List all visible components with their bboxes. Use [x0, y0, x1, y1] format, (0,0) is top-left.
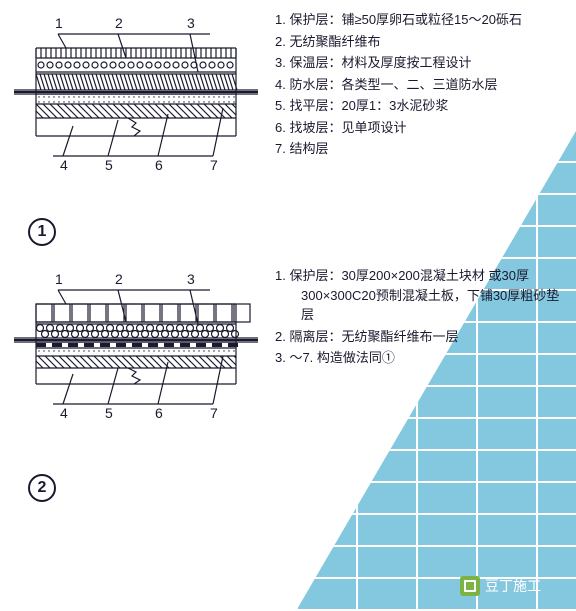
svg-text:5: 5	[105, 157, 113, 173]
svg-text:7: 7	[210, 405, 218, 421]
main-content: 1 2 3 4 5 6 7 1 1. 保护层：铺≥50厚卵石或粒径15～20砾石2. 无纺聚…	[0, 0, 576, 532]
svg-text:3: 3	[187, 271, 195, 287]
section-1: 1 2 3 4 5 6 7 1 1. 保护层：铺≥50厚卵石或粒径15～20砾石2. 无纺聚…	[8, 10, 568, 246]
watermark: 豆丁施工	[460, 576, 541, 596]
labels-1: 1. 保护层：铺≥50厚卵石或粒径15～20砾石2. 无纺聚酯纤维布3. 保温层…	[275, 10, 568, 246]
label-item: 2. 无纺聚酯纤维布	[275, 32, 568, 52]
svg-text:2: 2	[115, 15, 123, 31]
svg-text:6: 6	[155, 157, 163, 173]
svg-text:1: 1	[55, 15, 63, 31]
label-item: 3. ～7. 构造做法同①	[275, 348, 568, 368]
svg-text:1: 1	[55, 271, 63, 287]
label-item: 3. 保温层：材料及厚度按工程设计	[275, 53, 568, 73]
watermark-text: 豆丁施工	[485, 576, 541, 596]
svg-text:7: 7	[210, 157, 218, 173]
svg-text:2: 2	[115, 271, 123, 287]
label-item: 2. 隔离层：无纺聚酯纤维布一层	[275, 327, 568, 347]
svg-text:4: 4	[60, 405, 68, 421]
diagram-1-number: 1	[28, 218, 56, 246]
diagram-2-col: 1 2 3 4 5 6 7 2	[8, 266, 263, 502]
diagram-1-col: 1 2 3 4 5 6 7 1	[8, 10, 263, 246]
diagram-2: 1 2 3 4 5 6 7	[8, 266, 263, 466]
svg-text:3: 3	[187, 15, 195, 31]
label-item: 4. 防水层：各类型一、二、三道防水层	[275, 75, 568, 95]
svg-text:5: 5	[105, 405, 113, 421]
diagram-2-number: 2	[28, 474, 56, 502]
svg-text:6: 6	[155, 405, 163, 421]
diagram-1: 1 2 3 4 5 6 7	[8, 10, 263, 210]
label-item: 7. 结构层	[275, 139, 568, 159]
label-item: 6. 找坡层：见单项设计	[275, 118, 568, 138]
svg-text:4: 4	[60, 157, 68, 173]
labels-2: 1. 保护层：30厚200×200混凝土块材 或30厚300×300C20预制混…	[275, 266, 568, 502]
label-item: 1. 保护层：30厚200×200混凝土块材 或30厚300×300C20预制混…	[275, 266, 568, 325]
section-2: 1 2 3 4 5 6 7 2 1. 保护层：30厚200×200混凝土块材 或30厚300…	[8, 266, 568, 502]
wechat-icon	[460, 576, 480, 596]
label-item: 1. 保护层：铺≥50厚卵石或粒径15～20砾石	[275, 10, 568, 30]
label-item: 5. 找平层：20厚1：3水泥砂浆	[275, 96, 568, 116]
